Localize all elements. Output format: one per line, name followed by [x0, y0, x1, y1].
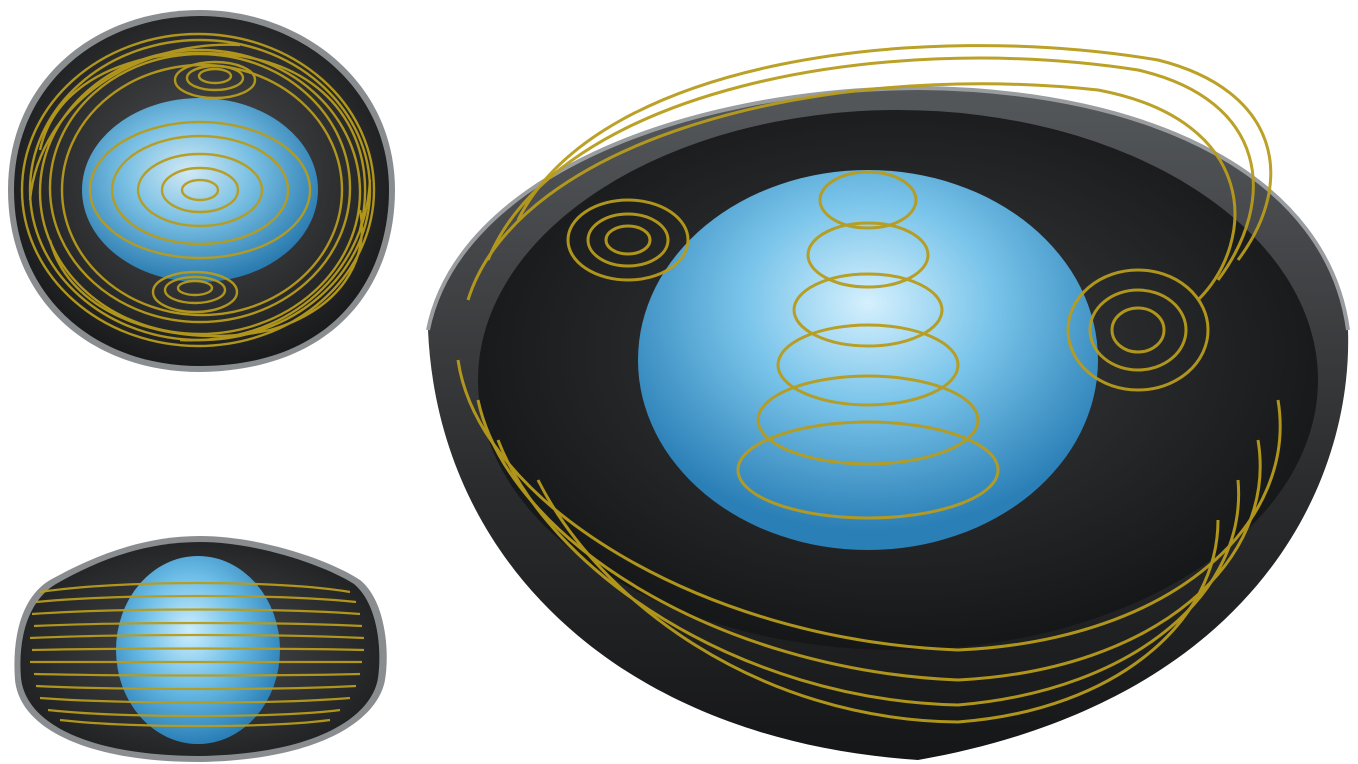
vessel-rim — [426, 85, 1350, 331]
perspective-view-render — [426, 44, 1350, 760]
perspective-view-panel — [398, 0, 1358, 764]
top-view-panel — [0, 0, 400, 380]
streamlines — [20, 32, 376, 348]
streamlines — [29, 581, 365, 728]
side-view-panel — [0, 530, 400, 764]
side-view-render — [14, 536, 387, 762]
fluid-blob — [116, 556, 280, 744]
top-view-render — [8, 10, 395, 372]
fluid-blob — [638, 170, 1098, 550]
fluid-blob — [82, 98, 318, 282]
streamlines — [456, 44, 1282, 724]
